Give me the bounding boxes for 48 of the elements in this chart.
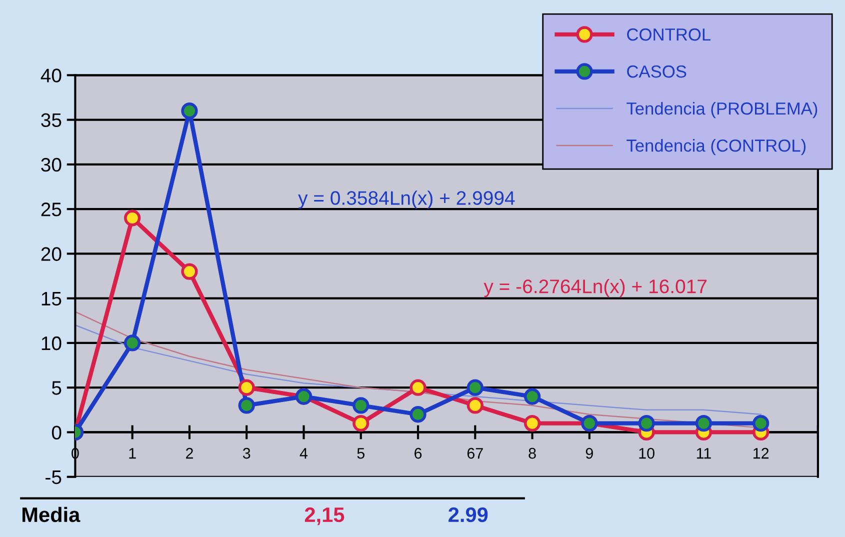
point xyxy=(238,379,255,396)
legend-label: Tendencia (CONTROL) xyxy=(626,138,806,156)
point xyxy=(466,397,484,414)
y-tick-label: 35 xyxy=(41,113,62,128)
y-tick-label: -5 xyxy=(46,470,62,484)
x-tick-label: 8 xyxy=(528,448,536,459)
x-tick-label: 4 xyxy=(300,448,308,459)
y-tick-label: 5 xyxy=(52,381,62,395)
y-tick-label: 15 xyxy=(42,292,62,306)
point xyxy=(124,334,141,352)
y-tick-label: 0 xyxy=(52,426,62,440)
point xyxy=(238,397,255,414)
point xyxy=(466,379,484,396)
x-tick-label: 9 xyxy=(586,448,593,459)
point xyxy=(752,414,770,432)
legend-label: CASOS xyxy=(627,65,686,78)
legend-label: CONTROL xyxy=(627,28,711,41)
point xyxy=(524,388,541,405)
y-tick-label: 40 xyxy=(40,68,62,82)
x-tick-label: 2 xyxy=(186,448,193,459)
y-tick-label: 20 xyxy=(41,247,62,261)
point xyxy=(181,102,198,120)
point xyxy=(124,210,141,226)
y-tick-label: 25 xyxy=(41,202,62,216)
y-tick-label: 30 xyxy=(41,158,62,172)
text: 2.99 xyxy=(448,507,488,522)
text: Media xyxy=(22,506,80,522)
x-tick-label: 67 xyxy=(467,448,483,459)
x-tick-label: 1 xyxy=(129,448,136,459)
x-tick-label: 5 xyxy=(357,448,364,459)
point xyxy=(352,397,370,414)
point xyxy=(352,414,370,432)
point xyxy=(695,414,712,432)
x-tick-label: 11 xyxy=(696,448,711,459)
point xyxy=(410,406,426,423)
annotation: y = 0.3584Ln(x) + 2.9994 xyxy=(298,190,515,209)
y-tick-label: 10 xyxy=(42,336,62,350)
x-tick-label: 6 xyxy=(414,448,422,459)
x-tick-label: 10 xyxy=(639,448,654,459)
point xyxy=(181,263,198,280)
annotation: y = -6.2764Ln(x) + 16.017 xyxy=(484,279,707,298)
point xyxy=(638,414,655,432)
x-tick-label: 3 xyxy=(242,448,250,459)
legend-label: Tendencia (PROBLEMA) xyxy=(626,102,818,118)
point xyxy=(410,379,426,396)
x-tick-label: 12 xyxy=(753,448,769,459)
point xyxy=(524,414,541,432)
text: 2,15 xyxy=(304,507,344,526)
